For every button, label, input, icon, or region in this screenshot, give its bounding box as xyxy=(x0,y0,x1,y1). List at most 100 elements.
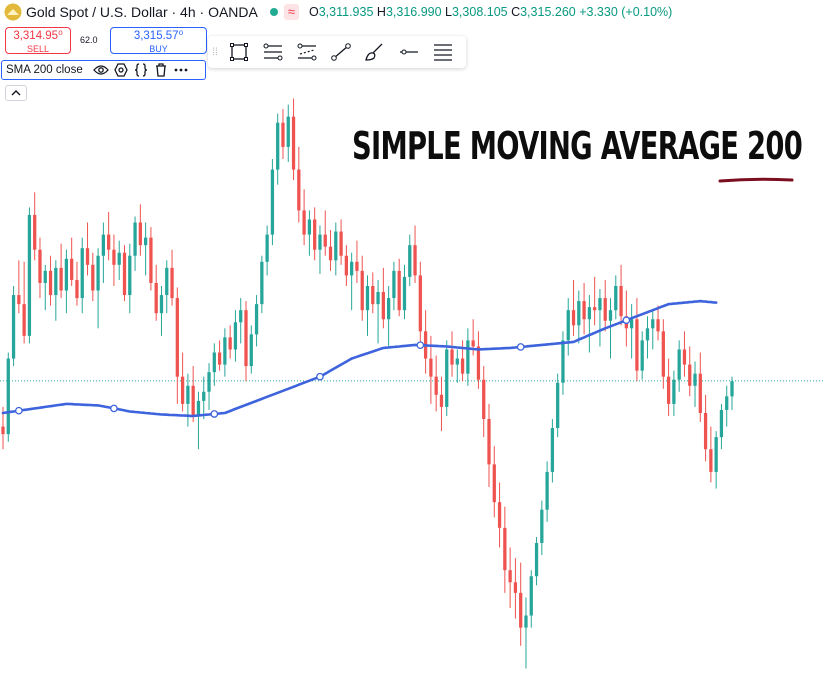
menu-icon xyxy=(434,44,452,61)
candle-body xyxy=(402,276,407,311)
candle-body xyxy=(91,264,95,291)
low-label: L xyxy=(445,5,452,19)
trend-angle-tool-button[interactable] xyxy=(256,38,290,66)
candle-body xyxy=(59,267,63,291)
candle-body xyxy=(593,307,597,311)
candle-body xyxy=(196,400,201,416)
horizontal-line-tool-button[interactable] xyxy=(392,38,426,66)
drawing-toolbar[interactable]: ⁞⁞ xyxy=(208,36,466,68)
polyline-tool-button[interactable] xyxy=(324,38,358,66)
candle-body xyxy=(413,245,417,276)
close-label: C xyxy=(511,5,521,19)
candle-body xyxy=(519,592,523,628)
candle-body xyxy=(80,248,84,299)
candle-body xyxy=(334,231,338,261)
candle-body xyxy=(392,270,396,299)
candle-body xyxy=(307,219,312,235)
candle-body xyxy=(48,270,53,296)
toolbar-grip-icon[interactable]: ⁞⁞ xyxy=(212,46,218,58)
sell-button[interactable]: 3,314.95⁰ SELL xyxy=(5,27,71,54)
candle-body xyxy=(445,349,449,407)
candle-body xyxy=(614,285,618,311)
candle-body xyxy=(577,301,581,326)
candle-body xyxy=(376,292,380,305)
sma-anchor-marker[interactable] xyxy=(210,410,219,418)
candle-body xyxy=(545,471,549,510)
sma-anchor-marker[interactable] xyxy=(416,341,425,350)
horizontal-line-tool-icon xyxy=(400,49,418,55)
more-icon[interactable] xyxy=(171,62,191,78)
candle-body xyxy=(143,237,148,246)
candle-body xyxy=(492,464,496,503)
sma-anchor-marker[interactable] xyxy=(14,406,23,415)
sma-anchor-marker[interactable] xyxy=(516,343,525,351)
candle-body xyxy=(455,358,459,365)
candle-body xyxy=(239,310,243,323)
candle-body xyxy=(254,304,259,335)
wave-badge[interactable]: ≈ xyxy=(283,4,299,20)
candle-body xyxy=(186,385,190,404)
sell-price: 3,314.95⁰ xyxy=(13,30,63,42)
candle-body xyxy=(487,419,491,465)
buy-price: 3,315.57⁰ xyxy=(133,30,184,42)
indicator-title[interactable]: SMA 200 close xyxy=(6,64,83,76)
candle-body xyxy=(640,340,644,371)
high-value: 3,316.990 xyxy=(385,5,442,19)
low-value: 3,308.105 xyxy=(451,5,508,19)
sma-200-line[interactable] xyxy=(1,299,718,418)
candle-body xyxy=(529,576,533,616)
candle-body xyxy=(508,570,512,583)
symbol-title[interactable]: Gold Spot / U.S. Dollar · 4h · OANDA xyxy=(26,4,258,20)
candle-body xyxy=(503,527,507,571)
buy-label: BUY xyxy=(149,44,168,54)
candle-body xyxy=(328,246,333,261)
sma-anchor-marker[interactable] xyxy=(316,372,324,381)
candles-group xyxy=(1,98,734,669)
candle-body xyxy=(672,379,676,404)
change-value: +3.330 (+0.10%) xyxy=(579,5,673,19)
candle-body xyxy=(170,267,174,299)
candle-body xyxy=(159,295,164,314)
settings-icon[interactable] xyxy=(111,62,131,78)
candle-body xyxy=(43,270,47,283)
candle-body xyxy=(344,255,349,276)
sma-anchor-marker[interactable] xyxy=(110,404,118,413)
eye-icon[interactable] xyxy=(91,62,111,78)
rectangle-tool-icon xyxy=(230,43,248,61)
candle-body xyxy=(270,169,275,235)
candle-body xyxy=(17,295,21,305)
candle-body xyxy=(513,582,518,593)
candle-body xyxy=(265,234,269,262)
candle-body xyxy=(313,219,317,250)
rectangle-tool-button[interactable] xyxy=(222,38,256,66)
candle-body xyxy=(397,270,401,311)
trash-icon[interactable] xyxy=(151,62,171,78)
menu-button[interactable] xyxy=(426,38,460,66)
candle-body xyxy=(1,426,5,435)
ray-tool-button[interactable] xyxy=(290,38,324,66)
candle-body xyxy=(524,615,528,628)
brush-tool-button[interactable] xyxy=(358,38,392,66)
sma-anchor-marker[interactable] xyxy=(622,316,631,325)
candle-body xyxy=(571,310,576,326)
candle-body xyxy=(22,304,26,336)
sma-indicator-legend[interactable]: SMA 200 close xyxy=(1,60,206,80)
candle-body xyxy=(286,116,290,147)
candle-body xyxy=(122,252,127,296)
candle-body xyxy=(693,373,697,386)
high-label: H xyxy=(376,5,386,19)
collapse-legend-button[interactable] xyxy=(5,85,27,101)
candle-body xyxy=(355,261,359,271)
candle-body xyxy=(96,255,100,291)
candle-body xyxy=(180,376,185,404)
buy-button[interactable]: 3,315.57⁰ BUY xyxy=(110,27,207,54)
candle-body xyxy=(128,255,132,296)
annotation-text: SIMPLE MOVING AVERAGE 200 xyxy=(352,124,803,168)
candle-body xyxy=(534,542,539,577)
candle-body xyxy=(688,364,692,386)
braces-icon[interactable] xyxy=(131,62,151,78)
candle-body xyxy=(297,169,301,211)
candle-body xyxy=(138,222,142,246)
candle-body xyxy=(212,352,216,373)
